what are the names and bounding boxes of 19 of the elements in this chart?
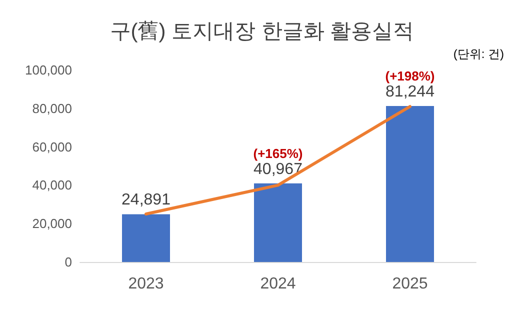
data-label: 40,967 xyxy=(254,160,303,178)
chart-title: 구(舊) 토지대장 한글화 활용실적 xyxy=(110,20,414,43)
data-label: 81,244 xyxy=(386,84,435,101)
data-label: 24,891 xyxy=(122,192,171,209)
bar xyxy=(254,183,302,262)
x-tick-label: 2024 xyxy=(260,276,296,292)
y-tick-label: 60,000 xyxy=(32,139,72,154)
y-tick-label: 40,000 xyxy=(32,178,72,193)
y-tick-label: 80,000 xyxy=(32,100,72,116)
y-tick-label: 100,000 xyxy=(25,62,72,78)
annotation: (+165%) xyxy=(253,146,303,161)
annotation: (+198%) xyxy=(385,68,435,84)
bar xyxy=(386,106,434,262)
text: (단위: 건) xyxy=(453,47,504,61)
bar xyxy=(122,214,170,262)
x-tick-label: 2025 xyxy=(392,276,428,292)
y-tick-label: 20,000 xyxy=(32,216,72,232)
y-tick-label: 0 xyxy=(64,254,72,270)
x-tick-label: 2023 xyxy=(128,276,164,292)
